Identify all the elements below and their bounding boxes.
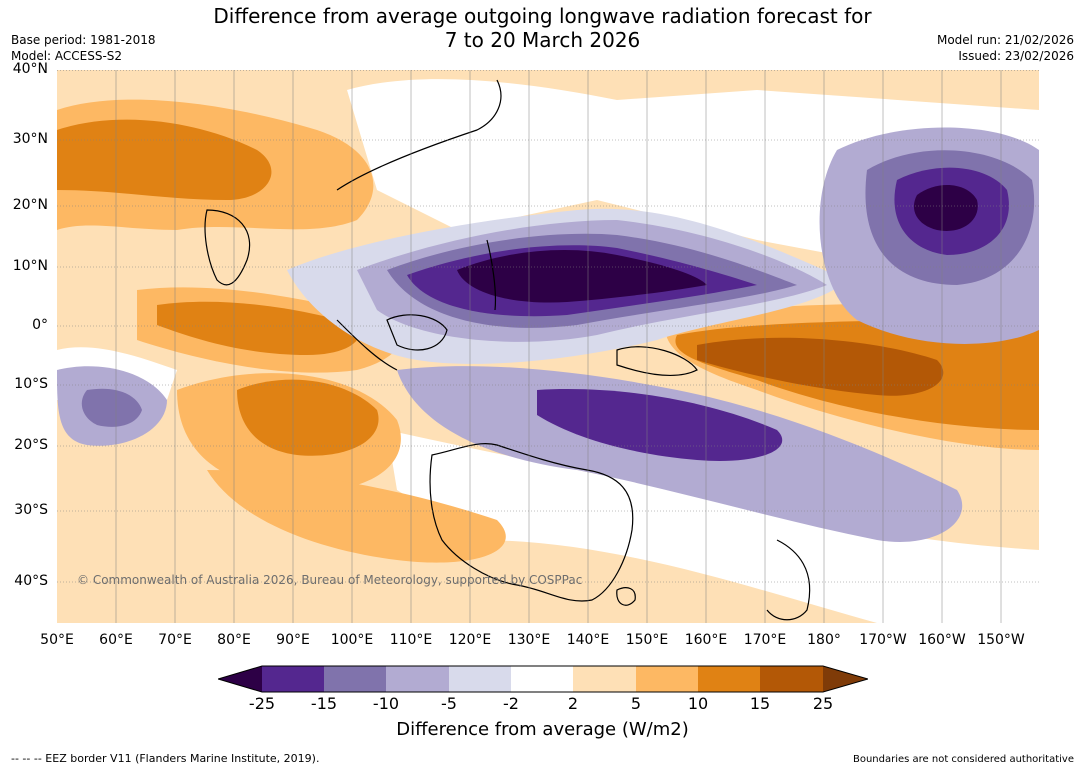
borneo-coast xyxy=(386,314,448,351)
model-run: Model run: 21/02/2026 xyxy=(936,33,1074,47)
lon-label: 70°E xyxy=(158,632,192,648)
lat-label: 30°N xyxy=(12,131,48,147)
lon-label: 90°E xyxy=(276,632,310,648)
lat-label: 20°N xyxy=(12,197,48,213)
lat-label: 10°S xyxy=(14,376,48,392)
lat-label: 20°S xyxy=(14,437,48,453)
meta-right: Model run: 21/02/2026 Issued: 23/02/2026 xyxy=(937,32,1074,64)
anomaly-fields xyxy=(57,70,1039,623)
negative-region-west-io-strong xyxy=(81,388,142,427)
colorbar-tick: 15 xyxy=(749,694,771,713)
neutral-region-south xyxy=(387,430,1039,623)
lat-label: 40°N xyxy=(12,61,48,77)
colorbar-swatch xyxy=(324,666,386,692)
eez-footnote: -- -- -- EEZ border V11 (Flanders Marine… xyxy=(11,752,320,765)
colorbar-tick: 10 xyxy=(687,694,709,713)
east-asia-coast xyxy=(336,79,502,191)
title-line-1: Difference from average outgoing longwav… xyxy=(213,4,872,28)
lon-label: 110°E xyxy=(389,632,433,648)
colorbar-tick: 25 xyxy=(812,694,834,713)
lat-label: 30°S xyxy=(14,502,48,518)
lon-label: 140°E xyxy=(566,632,610,648)
colorbar-extend-high xyxy=(823,666,868,692)
colorbar-swatch xyxy=(386,666,449,692)
boundaries-disclaimer: Boundaries are not considered authoritat… xyxy=(852,754,1074,765)
lat-label: 0° xyxy=(32,317,48,333)
meta-left: Base period: 1981-2018 Model: ACCESS-S2 xyxy=(11,32,156,64)
positive-region-io-south-strong xyxy=(237,379,379,456)
lon-label: 100°E xyxy=(330,632,374,648)
coastlines xyxy=(204,79,811,621)
negative-region-maritime-peak xyxy=(457,250,707,303)
sumatra-coast xyxy=(336,319,398,371)
copyright-notice: © Commonwealth of Australia 2026, Bureau… xyxy=(77,573,583,587)
lon-label: 170°W xyxy=(859,632,907,648)
model-name: Model: ACCESS-S2 xyxy=(11,49,123,63)
lon-label: 160°E xyxy=(684,632,728,648)
colorbar-swatch xyxy=(449,666,511,692)
colorbar-swatch xyxy=(698,666,760,692)
title-line-2: 7 to 20 March 2026 xyxy=(444,28,641,52)
colorbar-tick: -25 xyxy=(248,694,276,713)
lon-label: 180° xyxy=(807,632,841,648)
negative-region-australia-north-strong xyxy=(537,389,783,461)
colorbar-tick: -5 xyxy=(441,694,457,713)
australia-coast xyxy=(429,443,634,602)
issued-date: Issued: 23/02/2026 xyxy=(958,49,1074,63)
colorbar-label: Difference from average (W/m2) xyxy=(396,719,689,740)
colorbar-tick: -15 xyxy=(310,694,338,713)
positive-region-pacific-peak xyxy=(697,337,944,396)
positive-region-io-equator-strong xyxy=(157,301,360,355)
lon-label: 150°E xyxy=(625,632,669,648)
graticule xyxy=(57,70,1039,623)
colorbar-swatch xyxy=(760,666,823,692)
lat-label: 40°S xyxy=(14,573,48,589)
chart-title: Difference from average outgoing longwav… xyxy=(0,4,1085,52)
colorbar-tick: -10 xyxy=(372,694,400,713)
anomaly-map xyxy=(57,70,1039,623)
colorbar-outline xyxy=(218,665,868,693)
colorbar-extend-low xyxy=(218,666,262,692)
lon-label: 160°W xyxy=(918,632,966,648)
positive-region-india-strong xyxy=(57,119,272,200)
lon-label: 150°W xyxy=(977,632,1025,648)
colorbar-tick: 2 xyxy=(567,694,579,713)
base-period: Base period: 1981-2018 xyxy=(11,33,156,47)
lon-label: 60°E xyxy=(99,632,133,648)
philippines-coast xyxy=(486,239,497,311)
lon-label: 80°E xyxy=(217,632,251,648)
tasmania-coast xyxy=(616,587,636,606)
positive-region-australia-west xyxy=(207,470,506,563)
lat-label: 10°N xyxy=(12,258,48,274)
colorbar-swatch xyxy=(636,666,698,692)
colorbar-swatch xyxy=(511,666,573,692)
negative-region-nw-pacific-peak xyxy=(913,184,978,231)
new-zealand-coast xyxy=(766,539,811,621)
lon-label: 130°E xyxy=(507,632,551,648)
colorbar-swatch xyxy=(573,666,636,692)
colorbar-tick: 5 xyxy=(630,694,642,713)
lon-label: 120°E xyxy=(448,632,492,648)
lon-label: 170°E xyxy=(743,632,787,648)
colorbar-tick: -2 xyxy=(503,694,519,713)
colorbar xyxy=(218,665,868,693)
lon-label: 50°E xyxy=(40,632,74,648)
colorbar-swatch xyxy=(262,666,324,692)
